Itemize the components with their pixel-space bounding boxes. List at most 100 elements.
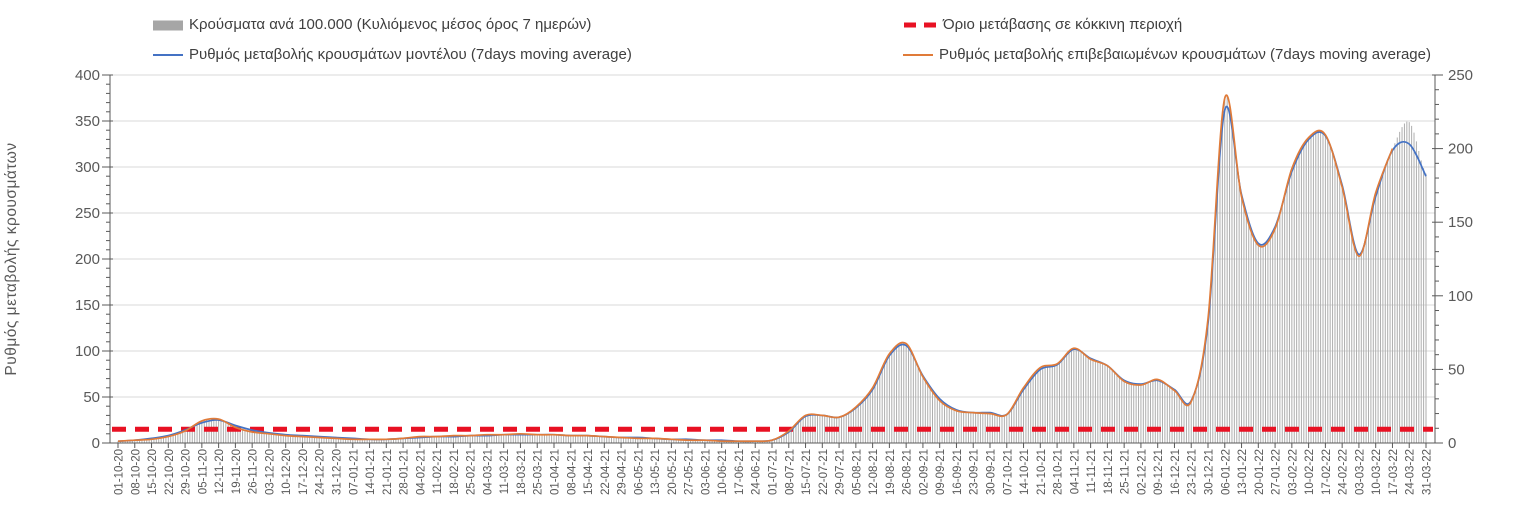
svg-text:11-02-21: 11-02-21	[432, 449, 444, 494]
svg-text:22-07-21: 22-07-21	[818, 449, 830, 495]
svg-text:13-05-21: 13-05-21	[650, 449, 662, 495]
svg-text:13-01-22: 13-01-22	[1237, 449, 1249, 495]
svg-text:03-03-22: 03-03-22	[1354, 449, 1366, 495]
svg-text:0: 0	[1448, 435, 1456, 452]
svg-text:19-11-20: 19-11-20	[231, 449, 243, 494]
svg-text:25-02-21: 25-02-21	[466, 449, 478, 495]
threshold-dash-swatch-icon	[903, 19, 937, 31]
svg-text:05-08-21: 05-08-21	[851, 449, 863, 495]
svg-text:02-12-21: 02-12-21	[1136, 449, 1148, 495]
svg-text:23-12-21: 23-12-21	[1187, 449, 1199, 495]
svg-text:200: 200	[75, 251, 100, 268]
svg-text:10-06-21: 10-06-21	[717, 449, 729, 495]
svg-text:Ρυθμός μεταβολής κρουσμάτων: Ρυθμός μεταβολής κρουσμάτων	[3, 142, 20, 375]
svg-text:12-08-21: 12-08-21	[868, 449, 880, 495]
bar-swatch-icon	[152, 19, 184, 31]
svg-text:25-03-21: 25-03-21	[533, 449, 545, 495]
svg-text:300: 300	[75, 159, 100, 176]
svg-text:12-11-20: 12-11-20	[214, 449, 226, 494]
svg-text:150: 150	[75, 297, 100, 314]
svg-text:26-08-21: 26-08-21	[902, 449, 914, 495]
legend-item-model-rate: Ρυθμός μεταβολής κρουσμάτων μοντέλου (7d…	[153, 46, 632, 63]
svg-text:08-07-21: 08-07-21	[784, 449, 796, 495]
svg-text:17-02-22: 17-02-22	[1321, 449, 1333, 495]
svg-text:24-03-22: 24-03-22	[1405, 449, 1417, 495]
svg-text:31-03-22: 31-03-22	[1422, 449, 1434, 495]
svg-text:04-11-21: 04-11-21	[1069, 449, 1081, 494]
svg-text:21-01-21: 21-01-21	[382, 449, 394, 495]
svg-text:09-09-21: 09-09-21	[935, 449, 947, 495]
svg-text:24-12-20: 24-12-20	[315, 449, 327, 495]
svg-text:50: 50	[83, 389, 100, 406]
svg-text:250: 250	[1448, 67, 1473, 84]
svg-text:24-06-21: 24-06-21	[751, 449, 763, 495]
svg-text:14-10-21: 14-10-21	[1019, 449, 1031, 495]
svg-text:22-04-21: 22-04-21	[600, 449, 612, 495]
svg-text:03-06-21: 03-06-21	[700, 449, 712, 495]
svg-text:24-02-22: 24-02-22	[1338, 449, 1350, 495]
svg-text:19-08-21: 19-08-21	[885, 449, 897, 495]
svg-text:15-07-21: 15-07-21	[801, 449, 813, 495]
svg-text:17-03-22: 17-03-22	[1388, 449, 1400, 495]
legend-label: Κρούσματα ανά 100.000 (Κυλιόμενος μέσος …	[189, 16, 592, 33]
svg-text:200: 200	[1448, 141, 1473, 158]
svg-text:25-11-21: 25-11-21	[1120, 449, 1132, 494]
svg-text:18-02-21: 18-02-21	[449, 449, 461, 495]
svg-text:20-01-22: 20-01-22	[1254, 449, 1266, 495]
legend-label: Ρυθμός μεταβολής κρουσμάτων μοντέλου (7d…	[189, 46, 632, 63]
svg-text:18-03-21: 18-03-21	[516, 449, 528, 495]
svg-text:06-01-22: 06-01-22	[1220, 449, 1232, 495]
model-line-swatch-icon	[153, 49, 183, 61]
svg-text:28-10-21: 28-10-21	[1053, 449, 1065, 495]
svg-text:07-10-21: 07-10-21	[1002, 449, 1014, 495]
svg-text:08-10-20: 08-10-20	[130, 449, 142, 495]
svg-text:04-02-21: 04-02-21	[415, 449, 427, 495]
svg-text:31-12-20: 31-12-20	[332, 449, 344, 495]
legend-item-red-zone-threshold: Όριο μετάβασης σε κόκκινη περιοχή	[903, 16, 1182, 33]
svg-text:50: 50	[1448, 361, 1465, 378]
legend-label: Ρυθμός μεταβολής επιβεβαιωμένων κρουσμάτ…	[939, 46, 1431, 63]
svg-text:15-04-21: 15-04-21	[583, 449, 595, 495]
svg-text:27-05-21: 27-05-21	[684, 449, 696, 495]
svg-text:10-02-22: 10-02-22	[1304, 449, 1316, 495]
svg-text:29-04-21: 29-04-21	[617, 449, 629, 495]
svg-text:20-05-21: 20-05-21	[667, 449, 679, 495]
svg-text:01-07-21: 01-07-21	[768, 449, 780, 495]
svg-text:150: 150	[1448, 214, 1473, 231]
svg-text:17-06-21: 17-06-21	[734, 449, 746, 495]
legend-item-cases-per-100k: Κρούσματα ανά 100.000 (Κυλιόμενος μέσος …	[152, 16, 592, 33]
svg-text:23-09-21: 23-09-21	[969, 449, 981, 495]
svg-text:27-01-22: 27-01-22	[1271, 449, 1283, 495]
svg-text:100: 100	[1448, 288, 1473, 305]
legend-label: Όριο μετάβασης σε κόκκινη περιοχή	[943, 16, 1183, 33]
svg-text:400: 400	[75, 67, 100, 84]
svg-text:03-12-20: 03-12-20	[264, 449, 276, 495]
svg-text:11-03-21: 11-03-21	[499, 449, 511, 494]
svg-text:08-04-21: 08-04-21	[566, 449, 578, 495]
svg-text:0: 0	[92, 435, 100, 452]
svg-text:18-11-21: 18-11-21	[1103, 449, 1115, 494]
svg-text:16-12-21: 16-12-21	[1170, 449, 1182, 495]
svg-text:26-11-20: 26-11-20	[248, 449, 260, 494]
svg-text:29-07-21: 29-07-21	[835, 449, 847, 495]
svg-text:05-11-20: 05-11-20	[197, 449, 209, 494]
svg-text:350: 350	[75, 113, 100, 130]
svg-text:29-10-20: 29-10-20	[181, 449, 193, 495]
svg-text:06-05-21: 06-05-21	[633, 449, 645, 495]
svg-text:30-12-21: 30-12-21	[1204, 449, 1216, 495]
svg-text:21-10-21: 21-10-21	[1036, 449, 1048, 495]
svg-text:02-09-21: 02-09-21	[918, 449, 930, 495]
svg-text:28-01-21: 28-01-21	[399, 449, 411, 495]
confirmed-line-swatch-icon	[903, 49, 933, 61]
legend-item-confirmed-rate: Ρυθμός μεταβολής επιβεβαιωμένων κρουσμάτ…	[903, 46, 1431, 63]
svg-text:01-10-20: 01-10-20	[114, 449, 126, 495]
svg-text:15-10-20: 15-10-20	[147, 449, 159, 495]
svg-text:17-12-20: 17-12-20	[298, 449, 310, 495]
svg-text:09-12-21: 09-12-21	[1153, 449, 1165, 495]
svg-text:16-09-21: 16-09-21	[952, 449, 964, 495]
svg-text:03-02-22: 03-02-22	[1287, 449, 1299, 495]
svg-text:250: 250	[75, 205, 100, 222]
svg-text:30-09-21: 30-09-21	[986, 449, 998, 495]
